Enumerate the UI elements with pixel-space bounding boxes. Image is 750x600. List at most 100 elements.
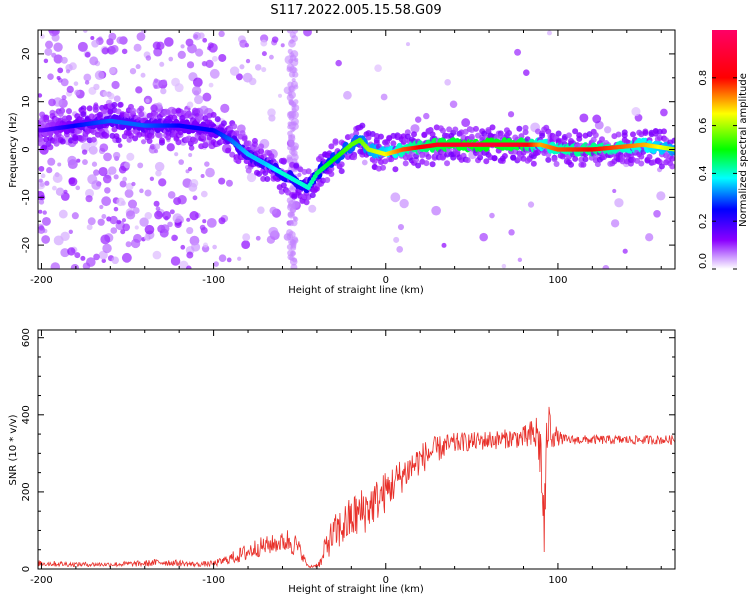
heatmap-cell — [60, 248, 70, 258]
colorbar-tick-label: 0.6 — [698, 118, 709, 134]
heatmap-cell — [392, 166, 399, 173]
heatmap-cell — [102, 174, 112, 184]
heatmap-cell — [101, 214, 107, 219]
heatmap-cell — [546, 30, 552, 36]
heatmap-cell — [377, 133, 384, 140]
heatmap-cell — [251, 137, 258, 144]
heatmap-cell — [291, 250, 296, 256]
heatmap-cell — [491, 155, 498, 162]
heatmap-cell — [68, 177, 78, 187]
heatmap-cell — [255, 235, 261, 241]
heatmap-cell — [210, 111, 217, 118]
heatmap-cell — [125, 210, 136, 220]
y-tick-label: 0 — [21, 566, 32, 572]
heatmap-cell — [642, 130, 649, 137]
heatmap-cell — [80, 111, 87, 118]
heatmap-cell — [506, 130, 513, 137]
heatmap-cell — [174, 152, 179, 157]
heatmap-cell — [63, 189, 68, 194]
heatmap-cell — [604, 126, 612, 134]
heatmap-cell — [175, 139, 182, 146]
heatmap-cell — [489, 124, 496, 131]
heatmap-cell — [40, 173, 46, 179]
heatmap-cell — [225, 179, 233, 187]
heatmap-cell — [90, 35, 95, 41]
heatmap-cell — [229, 66, 240, 76]
heatmap-cell — [41, 235, 50, 244]
heatmap-cell — [91, 39, 99, 48]
heatmap-cell — [124, 189, 134, 198]
heatmap-cell — [202, 37, 208, 43]
heatmap-cell — [168, 56, 174, 62]
heatmap-cell — [60, 231, 70, 242]
heatmap-cell — [293, 216, 299, 222]
heatmap-cell — [514, 48, 522, 56]
heatmap-cell — [328, 165, 335, 172]
heatmap-cell — [47, 73, 54, 80]
heatmap-cell — [98, 166, 108, 177]
heatmap-cell — [113, 174, 119, 180]
heatmap-cell — [116, 36, 124, 44]
heatmap-cell — [555, 130, 562, 137]
heatmap-cell — [477, 154, 484, 161]
heatmap-cell — [96, 111, 103, 118]
heatmap-cell — [444, 160, 451, 167]
heatmap-cell — [287, 81, 294, 88]
heatmap-cell — [410, 124, 420, 134]
heatmap-cell — [193, 34, 199, 39]
heatmap-cell — [619, 158, 626, 165]
heatmap-cell — [60, 56, 68, 64]
heatmap-cell — [638, 160, 645, 167]
heatmap-cell — [290, 58, 299, 67]
heatmap-cell — [286, 66, 293, 73]
heatmap-cell — [180, 44, 185, 49]
heatmap-cell — [429, 161, 436, 168]
heatmap-cell — [565, 132, 572, 139]
heatmap-cell — [621, 132, 628, 139]
heatmap-cell — [374, 64, 382, 72]
heatmap-cell — [117, 101, 124, 108]
heatmap-cell — [233, 130, 240, 137]
heatmap-cell — [158, 137, 165, 144]
heatmap-cell — [154, 143, 161, 150]
heatmap-cell — [268, 226, 279, 237]
heatmap-cell — [45, 40, 54, 49]
heatmap-cell — [101, 258, 106, 264]
heatmap-cell — [136, 32, 146, 41]
heatmap-cell — [262, 170, 269, 177]
heatmap-cell — [365, 134, 372, 141]
heatmap-cell — [305, 168, 312, 175]
heatmap-cell — [289, 206, 297, 214]
heatmap-cell — [83, 73, 92, 82]
heatmap-cell — [90, 136, 97, 143]
heatmap-cell — [280, 157, 287, 164]
heatmap-cell — [614, 198, 624, 208]
heatmap-cell — [140, 72, 146, 78]
heatmap-cell — [539, 132, 546, 139]
heatmap-cell — [86, 257, 96, 267]
heatmap-cell — [257, 206, 265, 214]
y-tick-label: 200 — [21, 482, 32, 501]
heatmap-cell — [58, 209, 68, 219]
heatmap-cell — [57, 162, 62, 167]
heatmap-cell — [150, 104, 158, 112]
heatmap-cell — [84, 51, 91, 58]
heatmap-cell — [226, 257, 232, 263]
heatmap-cell — [101, 47, 109, 55]
heatmap-cell — [160, 87, 167, 95]
heatmap-cell — [187, 43, 197, 54]
heatmap-cell — [38, 225, 45, 231]
heatmap-cell — [669, 163, 675, 170]
heatmap-cell — [439, 127, 446, 134]
heatmap-cell — [287, 254, 294, 261]
heatmap-cell — [220, 103, 230, 113]
heatmap-cell — [167, 221, 173, 228]
heatmap-cell — [155, 206, 161, 212]
heatmap-cell — [155, 170, 162, 177]
heatmap-cell — [269, 54, 274, 60]
heatmap-cell — [444, 78, 451, 86]
heatmap-cell — [286, 197, 293, 204]
heatmap-cell — [629, 131, 636, 138]
heatmap-cell — [179, 260, 189, 269]
heatmap-cell — [187, 166, 193, 172]
